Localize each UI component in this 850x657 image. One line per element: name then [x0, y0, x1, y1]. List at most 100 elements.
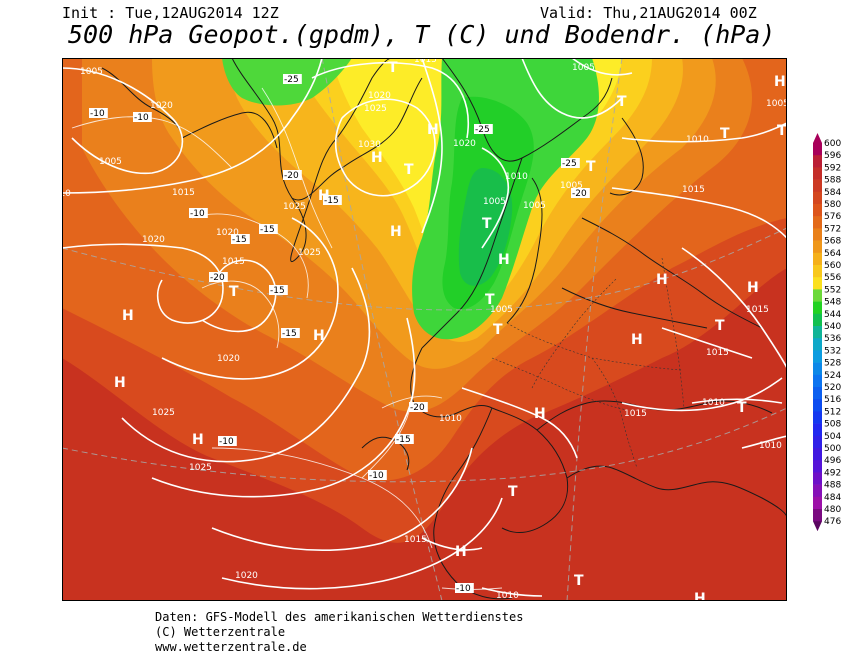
temperature-label-box — [571, 188, 590, 198]
temperature-label: -20 — [410, 403, 425, 413]
pressure-label: 1015 — [222, 257, 245, 267]
temperature-label-box — [281, 328, 300, 338]
high-pressure-center: H — [534, 406, 546, 422]
legend-level-label: 536 — [824, 334, 841, 344]
pressure-label: 1015 — [172, 188, 195, 198]
high-pressure-center: H — [455, 544, 467, 560]
legend-color-swatch — [813, 167, 822, 180]
legend-color-swatch — [813, 240, 822, 254]
legend-color-swatch — [813, 460, 822, 473]
temperature-label-box — [259, 224, 278, 234]
legend-level-label: 556 — [824, 273, 841, 283]
temperature-label: -20 — [572, 189, 587, 199]
pressure-label: 1015 — [404, 535, 427, 545]
valid-time: Valid: Thu,21AUG2014 00Z — [540, 4, 757, 22]
low-pressure-center: T — [777, 123, 787, 139]
legend-top-arrow — [813, 133, 822, 143]
temperature-label-box — [368, 470, 387, 480]
pressure-label: 1005 — [490, 305, 513, 315]
legend-level-label: 484 — [824, 493, 841, 503]
temperature-label: -10 — [90, 109, 105, 119]
high-pressure-center: H — [192, 432, 204, 448]
legend-level-label: 576 — [824, 212, 841, 222]
legend-level-label: 512 — [824, 407, 841, 417]
temperature-label-box — [283, 74, 302, 84]
temperature-label: -10 — [190, 209, 205, 219]
temperature-label-box — [561, 158, 580, 168]
high-pressure-center: H — [390, 224, 402, 240]
legend-color-swatch — [813, 448, 822, 461]
temperature-label-box — [89, 108, 108, 118]
low-pressure-center: T — [574, 573, 584, 589]
low-pressure-center: T — [388, 60, 398, 76]
legend-bottom-arrow — [813, 521, 822, 531]
legend-level-label: 508 — [824, 420, 841, 430]
pressure-label: 1010 — [496, 591, 519, 601]
high-pressure-center: H — [656, 272, 668, 288]
pressure-label: 1025 — [364, 104, 387, 114]
high-pressure-center: H — [313, 328, 325, 344]
legend-level-label: 600 — [824, 139, 841, 149]
legend-level-label: 552 — [824, 285, 841, 295]
pressure-label: 1030 — [358, 140, 381, 150]
legend-level-label: 532 — [824, 346, 841, 356]
legend-level-label: 488 — [824, 481, 841, 491]
legend-level-label: 596 — [824, 151, 841, 161]
legend-level-label: 580 — [824, 200, 841, 210]
legend-color-swatch — [813, 387, 822, 400]
legend-level-label: 500 — [824, 444, 841, 454]
legend-level-label: 524 — [824, 371, 841, 381]
legend-color-swatch — [813, 301, 822, 315]
high-pressure-center: H — [122, 308, 134, 324]
legend-color-swatch — [813, 155, 822, 168]
pressure-label: 1005 — [560, 181, 583, 191]
legend-color-swatch — [813, 179, 822, 193]
legend-level-label: 572 — [824, 224, 841, 234]
temperature-label-box — [218, 436, 237, 446]
legend-level-label: 520 — [824, 383, 841, 393]
legend-color-swatch — [813, 496, 822, 510]
legend-color-swatch — [813, 374, 822, 388]
legend-level-label: 560 — [824, 261, 841, 271]
legend-level-label: 592 — [824, 163, 841, 173]
temperature-label: -15 — [324, 196, 339, 206]
temperature-label-box — [455, 583, 474, 593]
pressure-label: 1025 — [283, 202, 306, 212]
temperature-label: -10 — [219, 437, 234, 447]
high-pressure-center: H — [371, 150, 383, 166]
pressure-label: 1010 — [439, 414, 462, 424]
footer-data-source: Daten: GFS-Modell des amerikanischen Wet… — [155, 610, 524, 624]
high-pressure-center: H — [774, 74, 786, 90]
isotherms — [71, 87, 503, 590]
color-legend: 600 596 592 588 584 580 576 572 568 564 560 556 552 5… — [813, 133, 841, 531]
legend-level-label: 528 — [824, 359, 841, 369]
low-pressure-center: T — [404, 162, 414, 178]
pressure-label: 1015 — [746, 305, 769, 315]
temperature-label-box — [189, 208, 208, 218]
legend-color-swatch — [813, 399, 822, 412]
pressure-label: 1010 — [62, 189, 71, 199]
isobars — [62, 58, 787, 597]
legend-level-label: 480 — [824, 505, 841, 515]
legend-level-label: 544 — [824, 310, 841, 320]
legend-color-swatch — [813, 338, 822, 351]
temperature-label: -20 — [284, 171, 299, 181]
legend-color-swatch — [813, 265, 822, 278]
legend-level-label: 540 — [824, 322, 841, 332]
pressure-label: 1015 — [682, 185, 705, 195]
legend-color-swatch — [813, 362, 822, 376]
pressure-label: 1015 — [624, 409, 647, 419]
pressure-label: 1020 — [217, 354, 240, 364]
high-pressure-center: H — [747, 280, 759, 296]
pressure-label: 1010 — [505, 172, 528, 182]
pressure-label: 1005 — [572, 63, 595, 73]
legend-color-swatch — [813, 411, 822, 424]
legend-level-label: 588 — [824, 176, 841, 186]
graticule — [62, 58, 787, 601]
legend-color-swatch — [813, 204, 822, 217]
temperature-label: -15 — [260, 225, 275, 235]
pressure-label: 1005 — [80, 67, 103, 77]
legend-color-swatch — [813, 216, 822, 229]
legend-color-swatch — [813, 191, 822, 205]
low-pressure-center: T — [229, 284, 239, 300]
